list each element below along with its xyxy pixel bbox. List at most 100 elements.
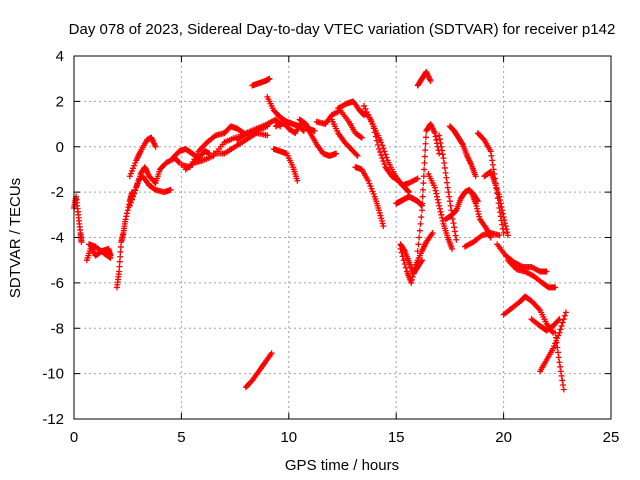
data-point xyxy=(363,108,370,115)
y-tick-label: 2 xyxy=(56,93,64,110)
data-point xyxy=(126,202,133,209)
data-point xyxy=(553,339,560,346)
data-point xyxy=(409,273,416,280)
series-arc-3 xyxy=(86,241,114,261)
y-tick-label: -2 xyxy=(51,184,64,201)
data-point xyxy=(411,267,418,274)
data-point xyxy=(435,199,442,206)
data-point xyxy=(444,179,451,186)
x-axis-label: GPS time / hours xyxy=(285,457,399,474)
data-point xyxy=(419,193,426,200)
data-point xyxy=(555,354,562,361)
grid-layer xyxy=(74,56,611,419)
data-point xyxy=(300,127,307,134)
data-point xyxy=(414,175,421,182)
data-point xyxy=(381,161,388,168)
series-arc-11 xyxy=(210,130,271,157)
data-point xyxy=(123,210,130,217)
series-arc-12 xyxy=(234,116,284,143)
data-point xyxy=(405,188,412,195)
data-point xyxy=(78,239,85,246)
series-arc-5 xyxy=(126,134,159,180)
data-point xyxy=(504,229,511,236)
data-point xyxy=(398,249,405,256)
data-point xyxy=(421,166,428,173)
data-point xyxy=(556,359,563,366)
data-point xyxy=(422,147,429,154)
data-point xyxy=(419,200,426,207)
data-point xyxy=(560,316,567,323)
data-point xyxy=(497,200,504,207)
data-point xyxy=(558,372,565,379)
data-point xyxy=(445,189,452,196)
data-point xyxy=(433,190,440,197)
data-point xyxy=(431,130,438,137)
data-point xyxy=(441,160,448,167)
data-point xyxy=(175,158,182,165)
data-point xyxy=(408,276,415,283)
series-arc-32 xyxy=(446,123,479,180)
data-point xyxy=(128,195,135,202)
data-point xyxy=(131,189,138,196)
series-arc-18 xyxy=(313,107,365,141)
y-tick-label: 4 xyxy=(56,48,64,65)
y-tick-label: -10 xyxy=(42,366,64,383)
data-point xyxy=(122,216,129,223)
data-point xyxy=(432,133,439,140)
data-point xyxy=(452,232,459,239)
data-point xyxy=(379,155,386,162)
data-point xyxy=(559,319,566,326)
data-point xyxy=(560,381,567,388)
data-point xyxy=(446,193,453,200)
data-point xyxy=(422,134,429,141)
data-point xyxy=(437,139,444,146)
data-point xyxy=(543,268,550,275)
x-tick-label: 20 xyxy=(495,429,512,446)
data-point xyxy=(504,232,511,239)
x-tick-label: 10 xyxy=(280,429,297,446)
y-tick-label: -4 xyxy=(51,230,64,247)
data-point xyxy=(449,245,456,252)
series-arc-16 xyxy=(270,146,301,184)
data-point xyxy=(294,177,301,184)
series-arc-25 xyxy=(397,241,425,277)
data-point xyxy=(134,180,141,187)
data-point xyxy=(498,203,505,210)
data-point xyxy=(560,386,567,393)
data-point xyxy=(552,334,559,341)
data-point xyxy=(127,199,134,206)
data-point xyxy=(353,151,360,158)
data-point xyxy=(422,140,429,147)
data-point xyxy=(264,132,271,139)
y-tick-label: -6 xyxy=(51,275,64,292)
data-point xyxy=(123,213,130,220)
series-arc-26 xyxy=(397,229,436,286)
data-point xyxy=(370,125,377,132)
series-arc-31 xyxy=(414,68,434,89)
y-axis-label: SDTVAR / TECUs xyxy=(7,178,24,298)
data-point xyxy=(106,254,113,261)
data-point xyxy=(554,344,561,351)
data-point xyxy=(436,150,443,157)
data-point xyxy=(421,153,428,160)
data-point xyxy=(416,227,423,234)
data-point xyxy=(496,232,503,239)
y-tick-label: 0 xyxy=(56,139,64,156)
series-arc-42 xyxy=(552,329,567,393)
data-point xyxy=(562,309,569,316)
chart-title: Day 078 of 2023, Sidereal Day-to-day VTE… xyxy=(69,21,616,38)
data-point xyxy=(362,105,369,112)
series-arc-14 xyxy=(264,93,307,134)
data-point xyxy=(420,186,427,193)
data-point xyxy=(501,217,508,224)
data-point xyxy=(411,264,418,271)
data-point xyxy=(552,329,559,336)
data-point xyxy=(408,279,415,286)
data-point xyxy=(366,115,373,122)
data-point xyxy=(354,152,361,159)
data-point xyxy=(451,224,458,231)
series-arc-36 xyxy=(481,168,511,239)
series-arc-39 xyxy=(500,293,557,336)
data-point xyxy=(152,143,159,150)
data-point xyxy=(432,187,439,194)
